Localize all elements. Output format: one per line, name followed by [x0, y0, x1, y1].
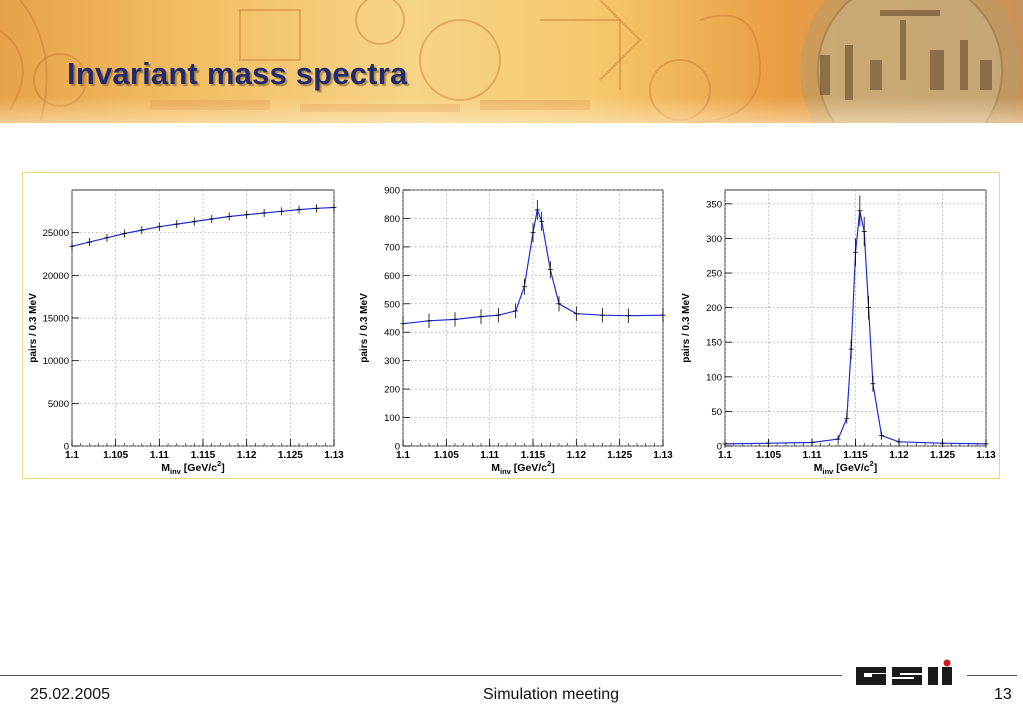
x-axis-label-part: M	[814, 462, 823, 474]
footer-rule	[0, 675, 842, 676]
x-tick-label: 1.1	[718, 450, 732, 461]
x-tick-label: 1.11	[150, 450, 169, 461]
y-tick-label: 15000	[43, 314, 69, 325]
y-axis-label: pairs / 0.3 MeV	[681, 293, 692, 363]
banner-fade	[0, 97, 1023, 123]
y-tick-label: 700	[384, 242, 400, 253]
x-axis-label: Minv [GeV/c2]	[161, 459, 224, 476]
y-tick-label: 500	[384, 299, 400, 310]
y-tick-label: 150	[706, 338, 722, 349]
y-tick-label: 5000	[48, 399, 69, 410]
x-tick-label: 1.12	[889, 450, 909, 461]
footer-date: 25.02.2005	[30, 686, 111, 703]
y-tick-label: 300	[706, 234, 722, 245]
y-tick-label: 350	[706, 199, 722, 210]
footer-meeting-title: Simulation meeting	[483, 686, 620, 703]
x-tick-label: 1.1	[65, 450, 79, 461]
x-axis-label-part: inv	[500, 467, 512, 476]
slide-title: Invariant mass spectra	[67, 56, 408, 91]
y-tick-label: 800	[384, 214, 400, 225]
y-tick-label: 50	[711, 407, 722, 418]
y-tick-label: 100	[384, 413, 400, 424]
x-axis-label-part: ]	[551, 462, 555, 474]
x-tick-label: 1.105	[103, 450, 128, 461]
x-tick-label: 1.125	[278, 450, 303, 461]
x-axis-label-part: [GeV/c	[833, 462, 869, 474]
footer-rule-right	[967, 675, 1017, 676]
x-axis-label-part: 2	[217, 459, 221, 468]
fit-curve	[402, 207, 664, 325]
x-tick-label: 1.115	[191, 450, 216, 461]
x-axis-label-part: ]	[221, 462, 225, 474]
x-tick-label: 1.13	[324, 450, 344, 461]
y-tick-label: 0	[717, 442, 722, 453]
x-tick-label: 1.125	[930, 450, 955, 461]
y-axis-label: pairs / 0.3 MeV	[28, 293, 39, 363]
y-tick-label: 20000	[43, 271, 69, 282]
y-axis-label: pairs / 0.3 MeV	[359, 293, 370, 363]
x-axis-label: Minv [GeV/c2]	[491, 459, 554, 476]
y-tick-label: 10000	[43, 356, 69, 367]
y-tick-label: 250	[706, 269, 722, 280]
x-tick-label: 1.105	[756, 450, 781, 461]
x-tick-label: 1.11	[803, 450, 822, 461]
x-tick-label: 1.12	[567, 450, 587, 461]
x-axis-label-part: 2	[547, 459, 551, 468]
footer-page-number: 13	[994, 686, 1012, 703]
y-tick-label: 300	[384, 356, 400, 367]
y-tick-label: 25000	[43, 228, 69, 239]
x-tick-label: 1.13	[976, 450, 996, 461]
y-tick-label: 0	[395, 442, 400, 453]
x-tick-label: 1.105	[434, 450, 459, 461]
x-tick-label: 1.1	[396, 450, 410, 461]
y-tick-label: 400	[384, 328, 400, 339]
x-tick-label: 1.11	[480, 450, 499, 461]
y-tick-label: 900	[384, 186, 400, 197]
fit-curve	[71, 206, 335, 247]
x-tick-label: 1.12	[237, 450, 257, 461]
plot-3: 1.1 1.105 1.11 1.115 1.12 1.125 1.13 0 50 100 150 2…	[681, 189, 996, 476]
x-axis-label-part: [GeV/c	[181, 462, 217, 474]
y-tick-label: 200	[384, 385, 400, 396]
x-tick-label: 1.115	[843, 450, 868, 461]
y-tick-label: 100	[706, 372, 722, 383]
x-axis-label-part: inv	[823, 467, 835, 476]
x-tick-label: 1.115	[521, 450, 546, 461]
x-axis-label-part: M	[161, 462, 170, 474]
x-axis-label-part: ]	[874, 462, 878, 474]
x-axis-label: Minv [GeV/c2]	[814, 459, 877, 476]
y-tick-label: 0	[64, 442, 69, 453]
x-axis-label-part: [GeV/c	[511, 462, 547, 474]
x-tick-label: 1.125	[607, 450, 632, 461]
x-axis-label-part: M	[491, 462, 500, 474]
plot-1: 1.1 1.105 1.11 1.115 1.12 1.125 1.13 0 5000 10000…	[28, 189, 344, 476]
title-banner	[0, 0, 1023, 123]
plot-2: 1.1 1.105 1.11 1.115 1.12 1.125 1.13 0 100 200 300…	[359, 186, 673, 477]
y-tick-label: 600	[384, 271, 400, 282]
x-axis-label-part: inv	[170, 467, 182, 476]
gsi-logo	[856, 659, 952, 685]
x-tick-label: 1.13	[653, 450, 673, 461]
x-axis-label-part: 2	[870, 459, 874, 468]
y-tick-label: 200	[706, 303, 722, 314]
